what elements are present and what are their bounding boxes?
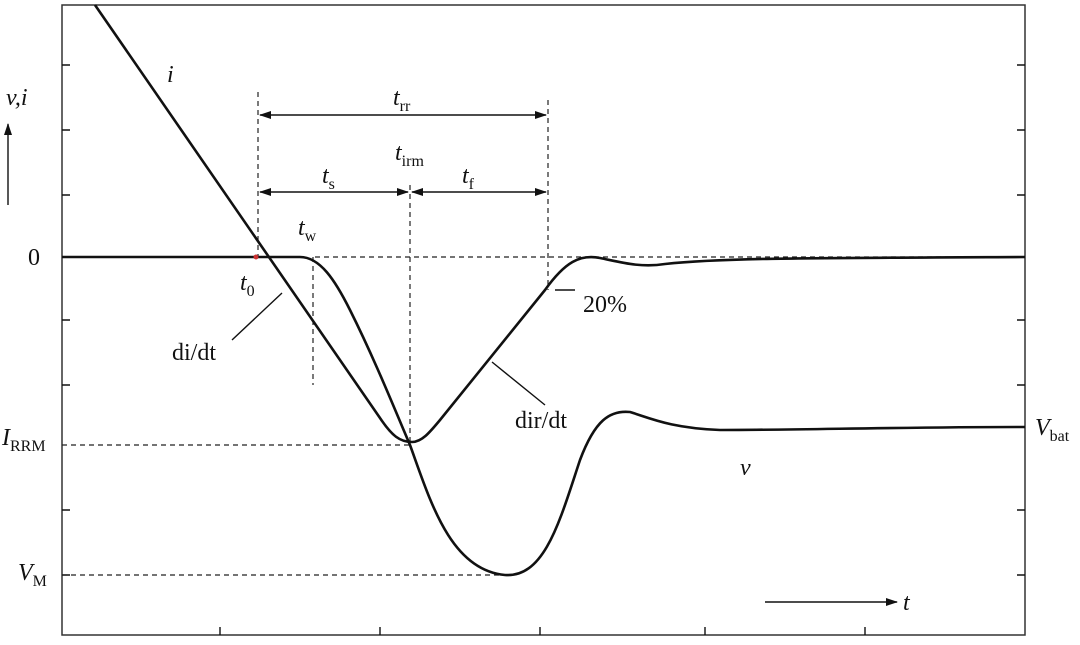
subscript: s bbox=[329, 176, 335, 193]
symbol: t bbox=[240, 270, 248, 296]
subscript: RRM bbox=[10, 438, 46, 455]
label-dirdt: dir/dt bbox=[515, 408, 567, 434]
symbol: I bbox=[1, 425, 11, 451]
label-tw: tw bbox=[298, 215, 317, 245]
symbol: t bbox=[393, 85, 401, 111]
symbol: t bbox=[395, 140, 403, 166]
label-vbat: Vbat bbox=[1035, 415, 1070, 445]
axis-label-vi: v,i bbox=[6, 85, 28, 111]
dashed-guides bbox=[62, 92, 1025, 576]
label-t0: t0 bbox=[240, 270, 255, 300]
label-v: v bbox=[740, 455, 751, 481]
label-vm: VM bbox=[18, 560, 47, 590]
subscript: bat bbox=[1050, 428, 1070, 445]
subscript: M bbox=[33, 573, 47, 590]
plot-frame bbox=[61, 4, 1026, 636]
label-i: i bbox=[167, 62, 174, 88]
label-irrm: IRRM bbox=[1, 425, 46, 455]
symbol: t bbox=[298, 215, 306, 241]
dimension-arrows bbox=[3, 111, 898, 606]
label-ts: ts bbox=[322, 163, 335, 193]
symbol: t bbox=[322, 163, 330, 189]
subscript: rr bbox=[400, 98, 411, 115]
current-curve bbox=[93, 4, 1026, 444]
symbol: V bbox=[1035, 415, 1052, 441]
zero-crossing bbox=[253, 254, 259, 260]
label-zero: 0 bbox=[28, 245, 40, 271]
label-tirm: tirm bbox=[395, 140, 424, 170]
label-20pct: 20% bbox=[583, 292, 627, 318]
subscript: f bbox=[469, 176, 475, 193]
symbol: V bbox=[18, 560, 35, 586]
label-trr: trr bbox=[393, 85, 411, 115]
symbol: t bbox=[462, 163, 470, 189]
subscript: irm bbox=[402, 153, 425, 170]
subscript: 0 bbox=[247, 283, 255, 300]
label-t: t bbox=[903, 590, 911, 616]
label-tf: tf bbox=[462, 163, 475, 193]
label-didt: di/dt bbox=[172, 340, 216, 366]
frame-ticks bbox=[62, 64, 1025, 635]
subscript: w bbox=[305, 228, 317, 245]
voltage-curve bbox=[62, 255, 1026, 577]
